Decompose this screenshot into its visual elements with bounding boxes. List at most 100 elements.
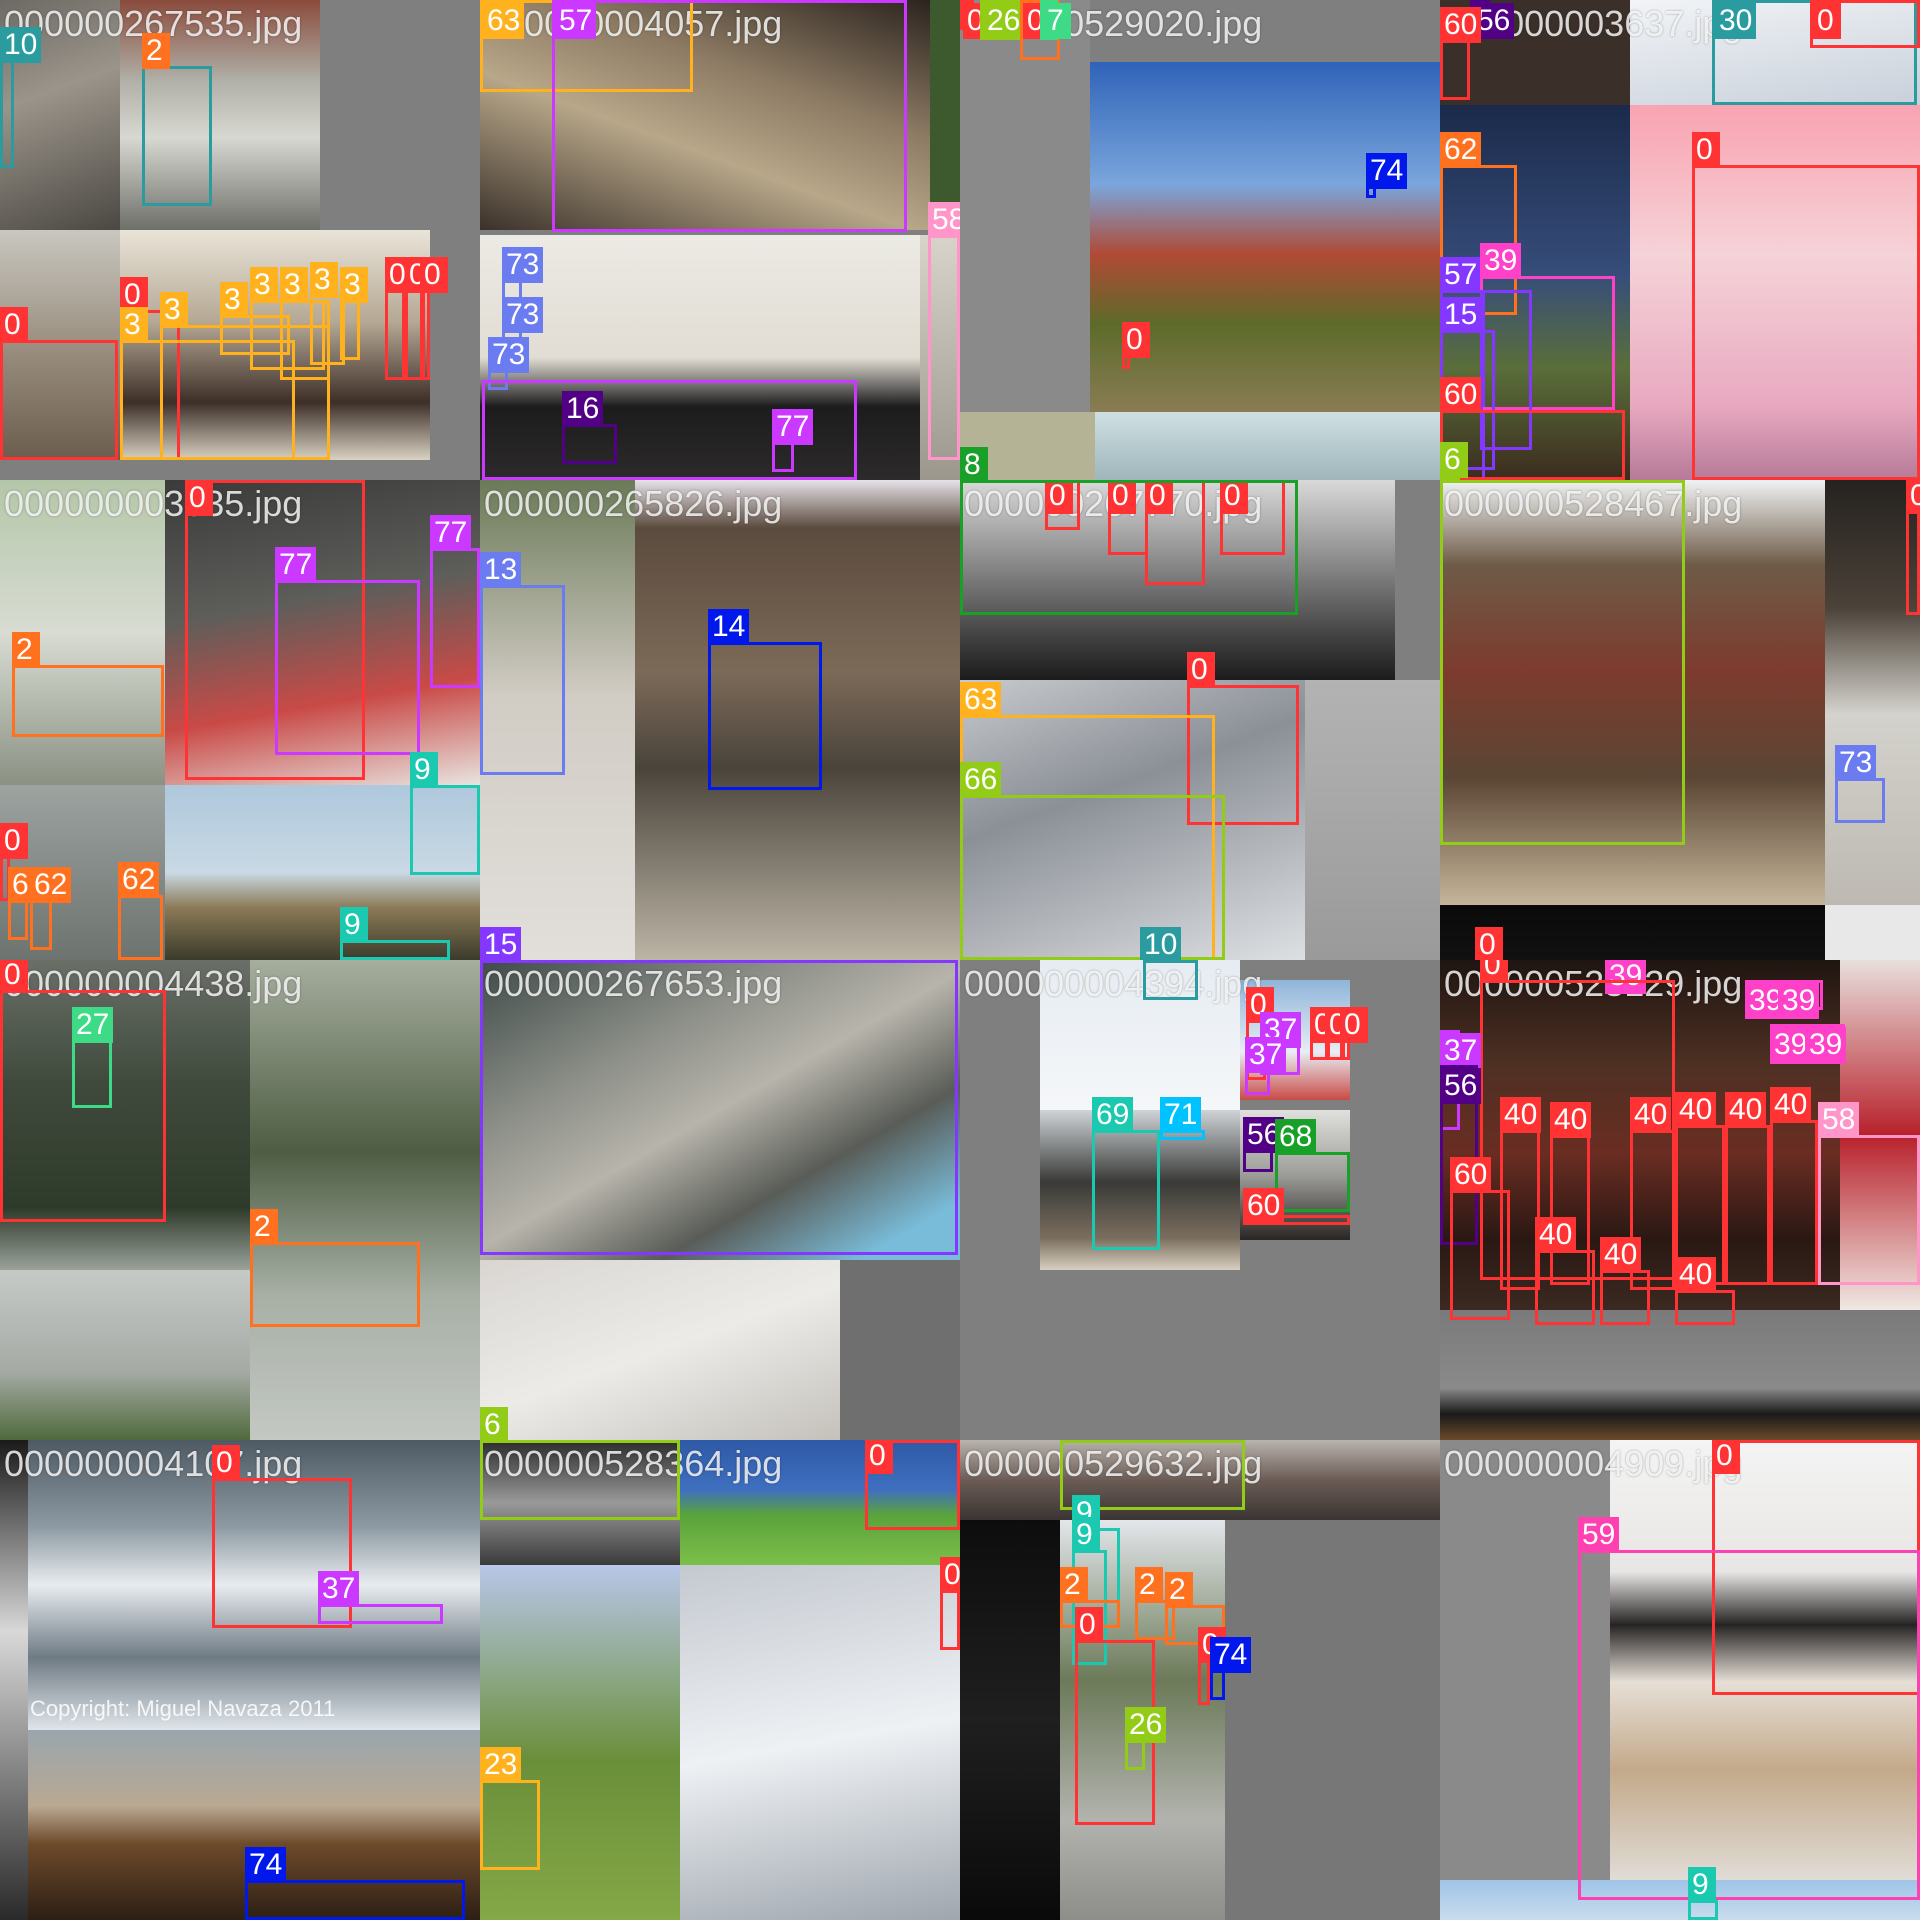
detection-box: 0	[1198, 1627, 1226, 1705]
detection-box: 59	[1578, 1517, 1920, 1900]
class-label: 39	[1605, 960, 1647, 994]
class-label: 9	[410, 752, 438, 788]
detection-box: 37	[1245, 1037, 1287, 1095]
mosaic-tile: 000000004909.jpg 0 59 9	[1440, 1440, 1920, 1920]
class-label: 14	[708, 609, 750, 645]
class-label: 10	[0, 27, 42, 63]
class-label: 9	[1072, 1517, 1100, 1553]
mosaic-tile: 000000267653.jpg 15 6	[480, 960, 960, 1440]
class-label: 0	[212, 1445, 240, 1481]
detection-box: 26	[980, 0, 1025, 40]
photo-patch	[480, 1440, 680, 1565]
detection-box: 26	[1125, 1707, 1167, 1770]
detection-box: 39	[1778, 980, 1823, 1019]
mosaic-tile: 000000004057.jpg 63 57 58 73 73 73 16 77	[480, 0, 960, 480]
detection-box: 9	[1072, 1517, 1107, 1665]
detection-box: 0	[420, 257, 448, 380]
detection-box: 15	[480, 960, 958, 1255]
photo-patch	[960, 1520, 1060, 1920]
class-label: 0	[1122, 322, 1150, 358]
detection-box: 0	[1045, 480, 1080, 530]
detection-box: 0	[0, 307, 118, 460]
detection-box: 39	[1605, 960, 1647, 994]
photo-patch	[1440, 1310, 1920, 1440]
class-label: 15	[480, 927, 522, 960]
detection-box: 6	[1440, 442, 1468, 480]
detection-box: 3	[340, 267, 368, 360]
detection-box: 73	[502, 247, 544, 300]
class-label: 0	[1475, 927, 1503, 960]
detection-box: 0	[1692, 132, 1920, 480]
photo-patch	[1440, 480, 1825, 905]
detection-box: 73	[1835, 745, 1885, 823]
photo-patch	[635, 480, 960, 960]
detection-box	[480, 1440, 680, 1520]
class-label: 63	[960, 682, 1002, 718]
mosaic-tile: 000000004394.jpg 0 37 37 0 0 0 69 71 56 …	[960, 960, 1440, 1440]
class-label: 23	[480, 1747, 522, 1783]
image-filename: 000000528467.jpg	[1444, 483, 1743, 524]
image-filename: 000000004107.jpg	[4, 1443, 303, 1484]
photo-patch	[0, 960, 250, 1270]
detection-box: 0	[865, 1440, 960, 1530]
image-filename: 000000267653.jpg	[484, 963, 783, 1004]
detection-box: 40	[1500, 1097, 1542, 1290]
class-label: 3	[340, 267, 368, 303]
class-label: 57	[1440, 257, 1482, 293]
detection-box: 3	[220, 282, 290, 355]
detection-box: 2	[142, 33, 212, 206]
class-label: 37	[1440, 1033, 1482, 1069]
mosaic-tile: 000000267535.jpg 10 2 0 0 3 3 3 3 3 3 3 …	[0, 0, 480, 480]
mosaic-tile: 000000003535.jpg 0 77 77 2 9 0 62 62 62 …	[0, 480, 480, 960]
image-filename: 000000265826.jpg	[484, 483, 783, 524]
photo-patch	[930, 0, 960, 230]
detection-box: 58	[928, 202, 960, 460]
class-label: 0	[0, 823, 28, 859]
photo-patch	[1040, 1110, 1240, 1270]
class-label: 60	[1243, 1188, 1285, 1224]
class-label: 68	[1275, 1119, 1317, 1155]
image-filename: 000000003535.jpg	[4, 483, 303, 524]
class-label: 57	[555, 3, 597, 39]
detection-box: 14	[708, 609, 822, 790]
detection-box: 3	[310, 262, 345, 365]
class-label: 2	[142, 33, 170, 69]
detection-box: 56	[1243, 1117, 1285, 1172]
class-label: 40	[1630, 1097, 1672, 1133]
detection-box	[1440, 480, 1685, 845]
mosaic-tile: 000000529020.jpg 0 26 0 7 74 0 8	[960, 0, 1440, 480]
image-filename: 000000528364.jpg	[484, 1443, 783, 1484]
class-label: 26	[983, 3, 1025, 39]
photo-patch	[28, 1730, 480, 1920]
photo-patch	[1095, 412, 1440, 480]
detection-box: 13	[480, 552, 565, 775]
detection-box: 0	[1810, 0, 1920, 48]
class-label: 40	[1600, 1237, 1642, 1273]
class-label: 9	[340, 907, 368, 943]
photo-patch	[1825, 480, 1920, 905]
class-label: 40	[1725, 1092, 1767, 1128]
class-label: 0	[865, 1440, 893, 1474]
photo-patch	[920, 235, 960, 480]
photo-patch	[0, 1440, 28, 1920]
watermark: Copyright: Miguel Navaza 2011	[30, 1696, 336, 1721]
detection-box: 62	[30, 867, 72, 950]
class-label: 8	[960, 447, 988, 480]
detection-box: 62	[8, 867, 50, 940]
class-label: 74	[1366, 153, 1408, 189]
detection-box: 37	[318, 1571, 443, 1624]
photo-patch	[960, 680, 1305, 960]
class-label: 77	[772, 409, 814, 445]
detection-box	[482, 380, 857, 480]
detection-box: 0	[0, 960, 166, 1222]
class-label: 0	[1108, 480, 1136, 514]
class-label: 0	[0, 307, 28, 343]
detection-box: 69	[1092, 1097, 1160, 1250]
photo-patch	[1630, 0, 1920, 105]
detection-box: 2	[12, 632, 164, 737]
class-label: 0	[1692, 132, 1720, 168]
class-label: 0	[1220, 480, 1248, 514]
image-filename: 000000004909.jpg	[1444, 1443, 1743, 1484]
class-label: 0	[940, 1557, 960, 1593]
detection-box: 74	[1210, 1637, 1252, 1700]
